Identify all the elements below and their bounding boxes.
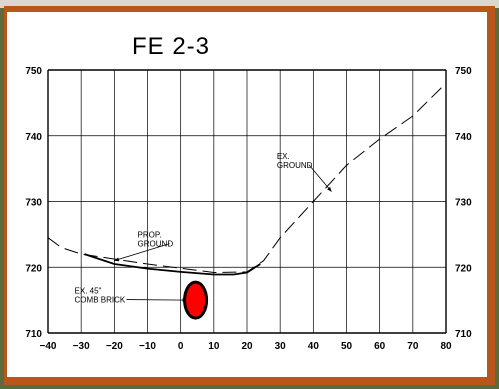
- x-tick-label: −30: [73, 341, 90, 352]
- x-tick-label: 70: [407, 341, 419, 352]
- y-tick-label-left: 750: [25, 66, 42, 77]
- annotation-text: GROUND: [138, 240, 174, 249]
- x-tick-label: 0: [178, 341, 184, 352]
- y-tick-label-left: 740: [25, 132, 42, 143]
- plot-title: FE 2-3: [132, 33, 210, 60]
- x-tick-label: 10: [208, 341, 220, 352]
- series-lines: [47, 82, 447, 276]
- y-tick-label-right: 740: [455, 132, 472, 143]
- leader-line: [114, 243, 170, 262]
- y-tick-label-left: 720: [25, 263, 42, 274]
- annotation-text: EX. 45": [75, 287, 102, 296]
- leader-arrow: [114, 257, 120, 262]
- leader-line: [308, 164, 332, 192]
- markers: [183, 280, 209, 320]
- leader-arrow: [327, 186, 332, 192]
- y-tick-label-right: 720: [455, 263, 472, 274]
- x-tick-label: −20: [106, 341, 123, 352]
- x-tick-label: 60: [374, 341, 386, 352]
- x-tick-label: 30: [275, 341, 287, 352]
- y-tick-label-right: 710: [455, 329, 472, 340]
- y-tick-label-right: 750: [455, 66, 472, 77]
- annotation-text: EX.: [277, 152, 290, 161]
- comb-brick-marker: [183, 280, 209, 320]
- y-tick-label-left: 710: [25, 329, 42, 340]
- annotation-text: PROP.: [138, 231, 162, 240]
- y-tick-label-left: 730: [25, 198, 42, 209]
- x-tick-label: 20: [241, 341, 253, 352]
- x-tick-label: −40: [40, 341, 57, 352]
- x-tick-label: −10: [139, 341, 156, 352]
- grid: [47, 69, 447, 334]
- top-strip: [0, 0, 499, 8]
- series-prop-ground: [84, 253, 261, 276]
- series-ex-ground: [47, 82, 447, 274]
- annotation: EX. 45"COMB BRICK: [75, 287, 188, 305]
- annotation-text: COMB BRICK: [75, 296, 126, 305]
- annotation: PROP.GROUND: [114, 231, 173, 262]
- x-tick-label: 50: [341, 341, 353, 352]
- x-tick-label: 40: [308, 341, 320, 352]
- y-tick-label-right: 730: [455, 198, 472, 209]
- annotation: EX.GROUND: [277, 152, 332, 192]
- leader-line: [126, 299, 188, 301]
- annotation-text: GROUND: [277, 161, 313, 170]
- x-tick-label: 80: [440, 341, 452, 352]
